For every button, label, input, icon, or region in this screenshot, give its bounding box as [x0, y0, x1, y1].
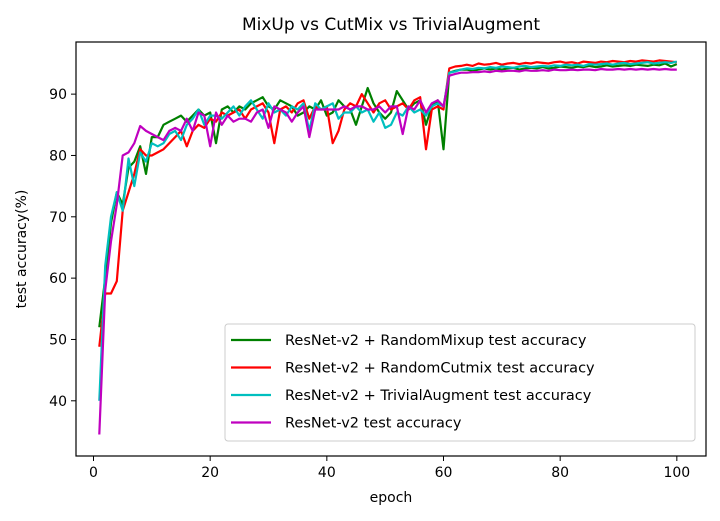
x-axis: 0 20 40 60 80 100 — [89, 456, 690, 481]
y-tick-label: 70 — [49, 210, 67, 226]
x-tick-label: 80 — [551, 465, 569, 481]
plot-frame — [75, 41, 707, 457]
x-tick-label: 0 — [89, 465, 98, 481]
series-line-1 — [98, 59, 677, 347]
y-tick-label: 90 — [49, 87, 67, 103]
y-axis-label: test accuracy(%) — [14, 190, 30, 309]
series-line-3 — [98, 67, 677, 435]
x-tick-label: 60 — [435, 465, 453, 481]
x-tick-label: 100 — [663, 465, 690, 481]
chart-title: MixUp vs CutMix vs TrivialAugment — [242, 15, 540, 35]
x-tick-label: 20 — [201, 465, 219, 481]
legend-box — [224, 323, 696, 442]
series-line-2 — [98, 60, 678, 401]
y-axis: 40 50 60 70 80 90 — [49, 87, 76, 410]
x-axis-label: epoch — [370, 490, 413, 506]
legend-label: ResNet-v2 + RandomCutmix test accuracy — [285, 361, 595, 377]
legend-label: ResNet-v2 + TrivialAugment test accuracy — [285, 388, 592, 404]
legend: ResNet-v2 + RandomMixup test accuracy Res… — [224, 323, 696, 442]
plot-lines — [98, 59, 678, 435]
x-tick-label: 40 — [318, 465, 336, 481]
y-tick-label: 60 — [49, 271, 67, 287]
legend-label: ResNet-v2 + RandomMixup test accuracy — [285, 333, 587, 349]
y-tick-label: 40 — [49, 394, 67, 410]
y-tick-label: 50 — [49, 332, 67, 348]
y-tick-label: 80 — [49, 148, 67, 164]
legend-label: ResNet-v2 test accuracy — [285, 416, 462, 432]
